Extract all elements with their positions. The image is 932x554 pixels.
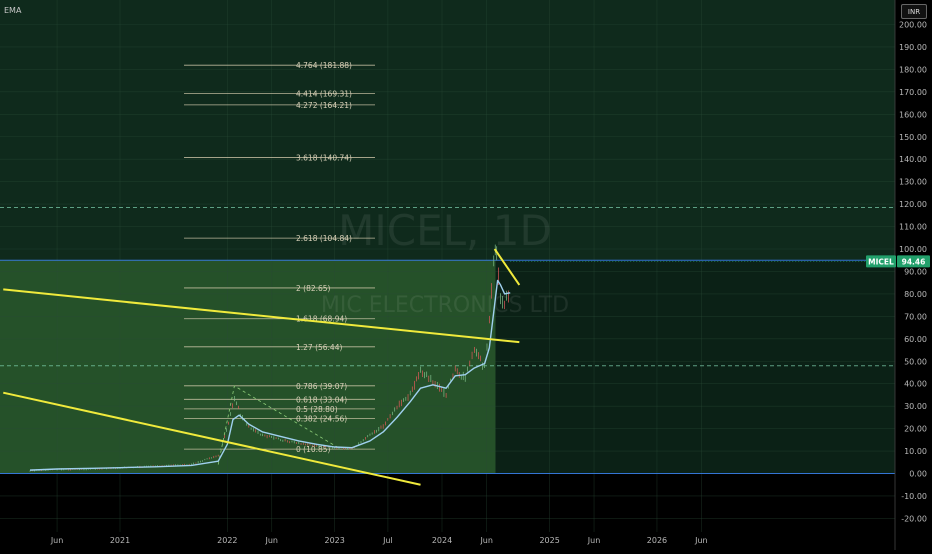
- y-tick-label: 60.00: [904, 335, 927, 344]
- x-tick-label: Jun: [50, 536, 64, 545]
- fib-level-label: 1.27 (56.44): [296, 343, 342, 352]
- y-tick-label: 150.00: [899, 133, 927, 142]
- y-tick-label: 100.00: [899, 245, 927, 254]
- y-tick-label: 80.00: [904, 290, 927, 299]
- y-tick-label: 10.00: [904, 447, 927, 456]
- y-tick-label: 160.00: [899, 110, 927, 119]
- x-tick-label: 2025: [539, 536, 559, 545]
- trend-line: [3, 391, 421, 486]
- y-tick-label: 110.00: [899, 223, 927, 232]
- y-tick-label: 200.00: [899, 21, 927, 30]
- fib-level-label: 2 (82.65): [296, 284, 331, 293]
- fib-level-label: 4.272 (164.21): [296, 101, 352, 110]
- x-tick-label: 2022: [217, 536, 237, 545]
- price-tag-symbol: MICEL: [868, 257, 894, 266]
- x-tick-label: Jun: [264, 536, 278, 545]
- watermark-symbol: MICEL, 1D: [338, 206, 552, 255]
- price-tag-value-bg: [897, 255, 930, 268]
- y-tick-label: 90.00: [904, 267, 927, 276]
- y-tick-label: 140.00: [899, 155, 927, 164]
- y-tick-label: 30.00: [904, 402, 927, 411]
- trend-line: [3, 288, 520, 344]
- price-axis-background: [895, 0, 932, 550]
- y-tick-label: -10.00: [901, 492, 927, 501]
- x-tick-label: 2024: [432, 536, 452, 545]
- y-tick-label: 190.00: [899, 43, 927, 52]
- ema-line: [29, 279, 511, 471]
- indicator-label-ema[interactable]: EMA: [4, 6, 22, 15]
- fib-level-label: 3.618 (140.74): [296, 154, 352, 163]
- fib-level-label: 0.382 (24.56): [296, 414, 347, 423]
- fib-level-label: 0.5 (28.80): [296, 405, 338, 414]
- fib-level-label: 4.764 (181.88): [296, 61, 352, 70]
- fib-level-label: 0.786 (39.07): [296, 382, 347, 391]
- x-tick-label: Jun: [479, 536, 493, 545]
- x-tick-label: Jun: [694, 536, 708, 545]
- y-tick-label: 180.00: [899, 65, 927, 74]
- price-tag-symbol-bg: [866, 255, 896, 268]
- watermark-name: MIC ELECTRONICS LTD: [321, 293, 569, 318]
- x-tick-label: Jul: [382, 536, 393, 545]
- currency-button[interactable]: INR: [901, 4, 927, 19]
- highlight-zone: [0, 260, 496, 474]
- y-tick-label: 20.00: [904, 425, 927, 434]
- trend-line: [493, 248, 521, 286]
- fib-level-label: 0.618 (33.04): [296, 395, 347, 404]
- fib-level-label: 0 (10.85): [296, 445, 331, 454]
- x-tick-label: 2021: [110, 536, 130, 545]
- y-tick-label: 130.00: [899, 178, 927, 187]
- x-tick-label: 2026: [647, 536, 667, 545]
- below-zero-background: [0, 473, 895, 550]
- fib-level-label: 4.414 (169.31): [296, 89, 352, 98]
- fib-level-label: 1.618 (68.94): [296, 315, 347, 324]
- fib-level-label: 2.618 (104.84): [296, 234, 352, 243]
- y-tick-label: 50.00: [904, 357, 927, 366]
- price-tag-value: 94.46: [902, 257, 926, 266]
- y-tick-label: 70.00: [904, 312, 927, 321]
- y-tick-label: 120.00: [899, 200, 927, 209]
- time-axis: Jun 2021 2022 Jun 2023 Jul 2024 Jun 2025 Jun 2026 J…: [50, 536, 708, 545]
- y-tick-label: -20.00: [901, 514, 927, 523]
- y-tick-label: 0.00: [909, 470, 927, 479]
- y-tick-label: 40.00: [904, 380, 927, 389]
- x-tick-label: 2023: [324, 536, 344, 545]
- y-tick-label: 170.00: [899, 88, 927, 97]
- pattern-swing-line: [217, 385, 341, 465]
- price-axis: -20.00 -10.00 0.00 10.00 20.00 30.00 40.00 50.0…: [894, 0, 927, 550]
- future-zone: [495, 260, 895, 474]
- x-tick-label: Jun: [587, 536, 601, 545]
